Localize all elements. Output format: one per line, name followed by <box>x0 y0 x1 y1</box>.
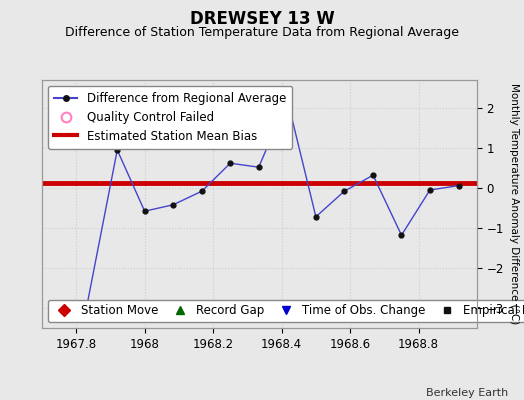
Text: DREWSEY 13 W: DREWSEY 13 W <box>190 10 334 28</box>
Text: Difference of Station Temperature Data from Regional Average: Difference of Station Temperature Data f… <box>65 26 459 39</box>
Legend: Station Move, Record Gap, Time of Obs. Change, Empirical Break: Station Move, Record Gap, Time of Obs. C… <box>48 300 524 322</box>
Y-axis label: Monthly Temperature Anomaly Difference (°C): Monthly Temperature Anomaly Difference (… <box>509 83 519 325</box>
Text: Berkeley Earth: Berkeley Earth <box>426 388 508 398</box>
